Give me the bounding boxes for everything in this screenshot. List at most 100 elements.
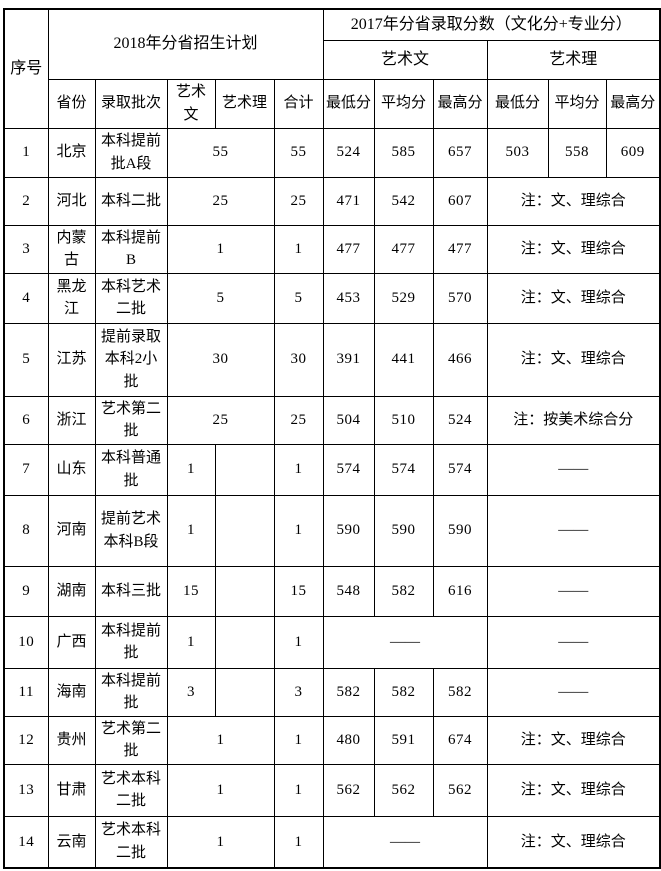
cell-plan-total: 1 (273, 443, 324, 496)
cell-plan-wen: 15 (166, 565, 216, 617)
cell-note: 注：文、理综合 (486, 176, 661, 226)
table-row: 3 内蒙古 本科提前B 1 1 477 477 477 注：文、理综合 (3, 224, 661, 274)
cell-plan-total: 25 (273, 395, 324, 445)
table-row: 6 浙江 艺术第二批 25 25 504 510 524 注：按美术综合分 (3, 395, 661, 445)
cell-batch: 本科二批 (94, 176, 168, 226)
cell-seq: 4 (3, 272, 49, 324)
cell-plan-li (214, 565, 275, 617)
header-wen-min: 最低分 (322, 78, 375, 129)
table-row: 8 河南 提前艺术本科B段 1 1 590 590 590 —— (3, 494, 661, 567)
cell-wen-min: 471 (322, 176, 375, 226)
cell-batch: 本科提前B (94, 224, 168, 274)
header-province: 省份 (47, 78, 96, 129)
cell-seq: 5 (3, 322, 49, 397)
cell-wen-min: 548 (322, 565, 375, 617)
cell-li-dash: —— (486, 615, 661, 669)
cell-seq: 13 (3, 763, 49, 817)
cell-plan-li (214, 615, 275, 669)
cell-wen-avg: 441 (373, 322, 434, 397)
cell-wen-avg: 510 (373, 395, 434, 445)
cell-plan-merged: 25 (166, 395, 275, 445)
cell-wen-max: 574 (432, 443, 488, 496)
header-wen-avg: 平均分 (373, 78, 434, 129)
cell-wen-min: 582 (322, 667, 375, 717)
cell-plan-li (214, 667, 275, 717)
cell-seq: 2 (3, 176, 49, 226)
header-row-3: 省份 录取批次 艺术文 艺术理 合计 最低分 平均分 最高分 最低分 平均分 最… (4, 78, 661, 129)
cell-province: 浙江 (47, 395, 96, 445)
header-score-2017: 2017年分省录取分数（文化分+专业分） (322, 8, 661, 41)
cell-note: 注：按美术综合分 (486, 395, 661, 445)
cell-batch: 艺术本科二批 (94, 763, 168, 817)
cell-seq: 12 (3, 715, 49, 765)
cell-plan-total: 30 (273, 322, 324, 397)
cell-wen-avg: 591 (373, 715, 434, 765)
cell-plan-merged: 55 (166, 127, 275, 178)
cell-plan-li (214, 443, 275, 496)
cell-wen-min: 477 (322, 224, 375, 274)
header-group-art-wen: 艺术文 (322, 39, 488, 80)
cell-li-avg: 558 (547, 127, 607, 178)
cell-wen-max: 477 (432, 224, 488, 274)
table-row: 9 湖南 本科三批 15 15 548 582 616 —— (3, 565, 661, 617)
cell-seq: 6 (3, 395, 49, 445)
cell-batch: 艺术第二批 (94, 395, 168, 445)
table-row: 4 黑龙江 本科艺术二批 5 5 453 529 570 注：文、理综合 (3, 272, 661, 324)
cell-plan-total: 1 (273, 763, 324, 817)
cell-wen-avg: 529 (373, 272, 434, 324)
cell-seq: 11 (3, 667, 49, 717)
cell-wen-avg: 582 (373, 565, 434, 617)
cell-seq: 7 (3, 443, 49, 496)
cell-wen-max: 590 (432, 494, 488, 567)
cell-plan-merged: 5 (166, 272, 275, 324)
header-row-2: 艺术文 艺术理 (4, 39, 661, 80)
cell-plan-wen: 1 (166, 443, 216, 496)
header-group-art-li: 艺术理 (486, 39, 661, 80)
cell-li-dash: —— (486, 443, 661, 496)
cell-plan-total: 5 (273, 272, 324, 324)
cell-wen-min: 391 (322, 322, 375, 397)
cell-wen-dash: —— (322, 615, 488, 669)
cell-note: 注：文、理综合 (486, 224, 661, 274)
cell-province: 甘肃 (47, 763, 96, 817)
cell-province: 广西 (47, 615, 96, 669)
cell-plan-total: 25 (273, 176, 324, 226)
header-batch: 录取批次 (94, 78, 168, 129)
cell-province: 内蒙古 (47, 224, 96, 274)
cell-plan-total: 55 (273, 127, 324, 178)
table-row: 7 山东 本科普通批 1 1 574 574 574 —— (3, 443, 661, 496)
cell-province: 北京 (47, 127, 96, 178)
cell-note: 注：文、理综合 (486, 322, 661, 397)
cell-plan-total: 1 (273, 494, 324, 567)
header-li-max: 最高分 (605, 78, 661, 129)
cell-plan-total: 3 (273, 667, 324, 717)
header-plan-2018: 2018年分省招生计划 (47, 8, 324, 80)
header-row-1: 序号 2018年分省招生计划 2017年分省录取分数（文化分+专业分） (3, 8, 661, 129)
cell-wen-max: 562 (432, 763, 488, 817)
cell-wen-min: 453 (322, 272, 375, 324)
cell-province: 山东 (47, 443, 96, 496)
cell-batch: 艺术本科二批 (94, 815, 168, 869)
cell-wen-min: 524 (322, 127, 375, 178)
cell-plan-merged: 1 (166, 815, 275, 869)
table-row: 11 海南 本科提前批 3 3 582 582 582 —— (3, 667, 661, 717)
table-row: 10 广西 本科提前批 1 1 —— —— (3, 615, 661, 669)
table-row: 5 江苏 提前录取本科2小批 30 30 391 441 466 注：文、理综合 (3, 322, 661, 397)
cell-plan-merged: 30 (166, 322, 275, 397)
table-row: 13 甘肃 艺术本科二批 1 1 562 562 562 注：文、理综合 (3, 763, 661, 817)
admissions-score-table: 序号 2018年分省招生计划 2017年分省录取分数（文化分+专业分） 艺术文 … (3, 8, 661, 869)
header-art-wen: 艺术文 (166, 78, 216, 129)
cell-note: 注：文、理综合 (486, 763, 661, 817)
cell-wen-max: 657 (432, 127, 488, 178)
cell-plan-total: 1 (273, 715, 324, 765)
table-row: 12 贵州 艺术第二批 1 1 480 591 674 注：文、理综合 (3, 715, 661, 765)
cell-province: 河北 (47, 176, 96, 226)
cell-wen-avg: 582 (373, 667, 434, 717)
cell-wen-max: 466 (432, 322, 488, 397)
cell-plan-wen: 3 (166, 667, 216, 717)
cell-plan-total: 15 (273, 565, 324, 617)
cell-wen-dash: —— (322, 815, 488, 869)
cell-wen-avg: 574 (373, 443, 434, 496)
cell-plan-total: 1 (273, 615, 324, 669)
table-row: 2 河北 本科二批 25 25 471 542 607 注：文、理综合 (3, 176, 661, 226)
